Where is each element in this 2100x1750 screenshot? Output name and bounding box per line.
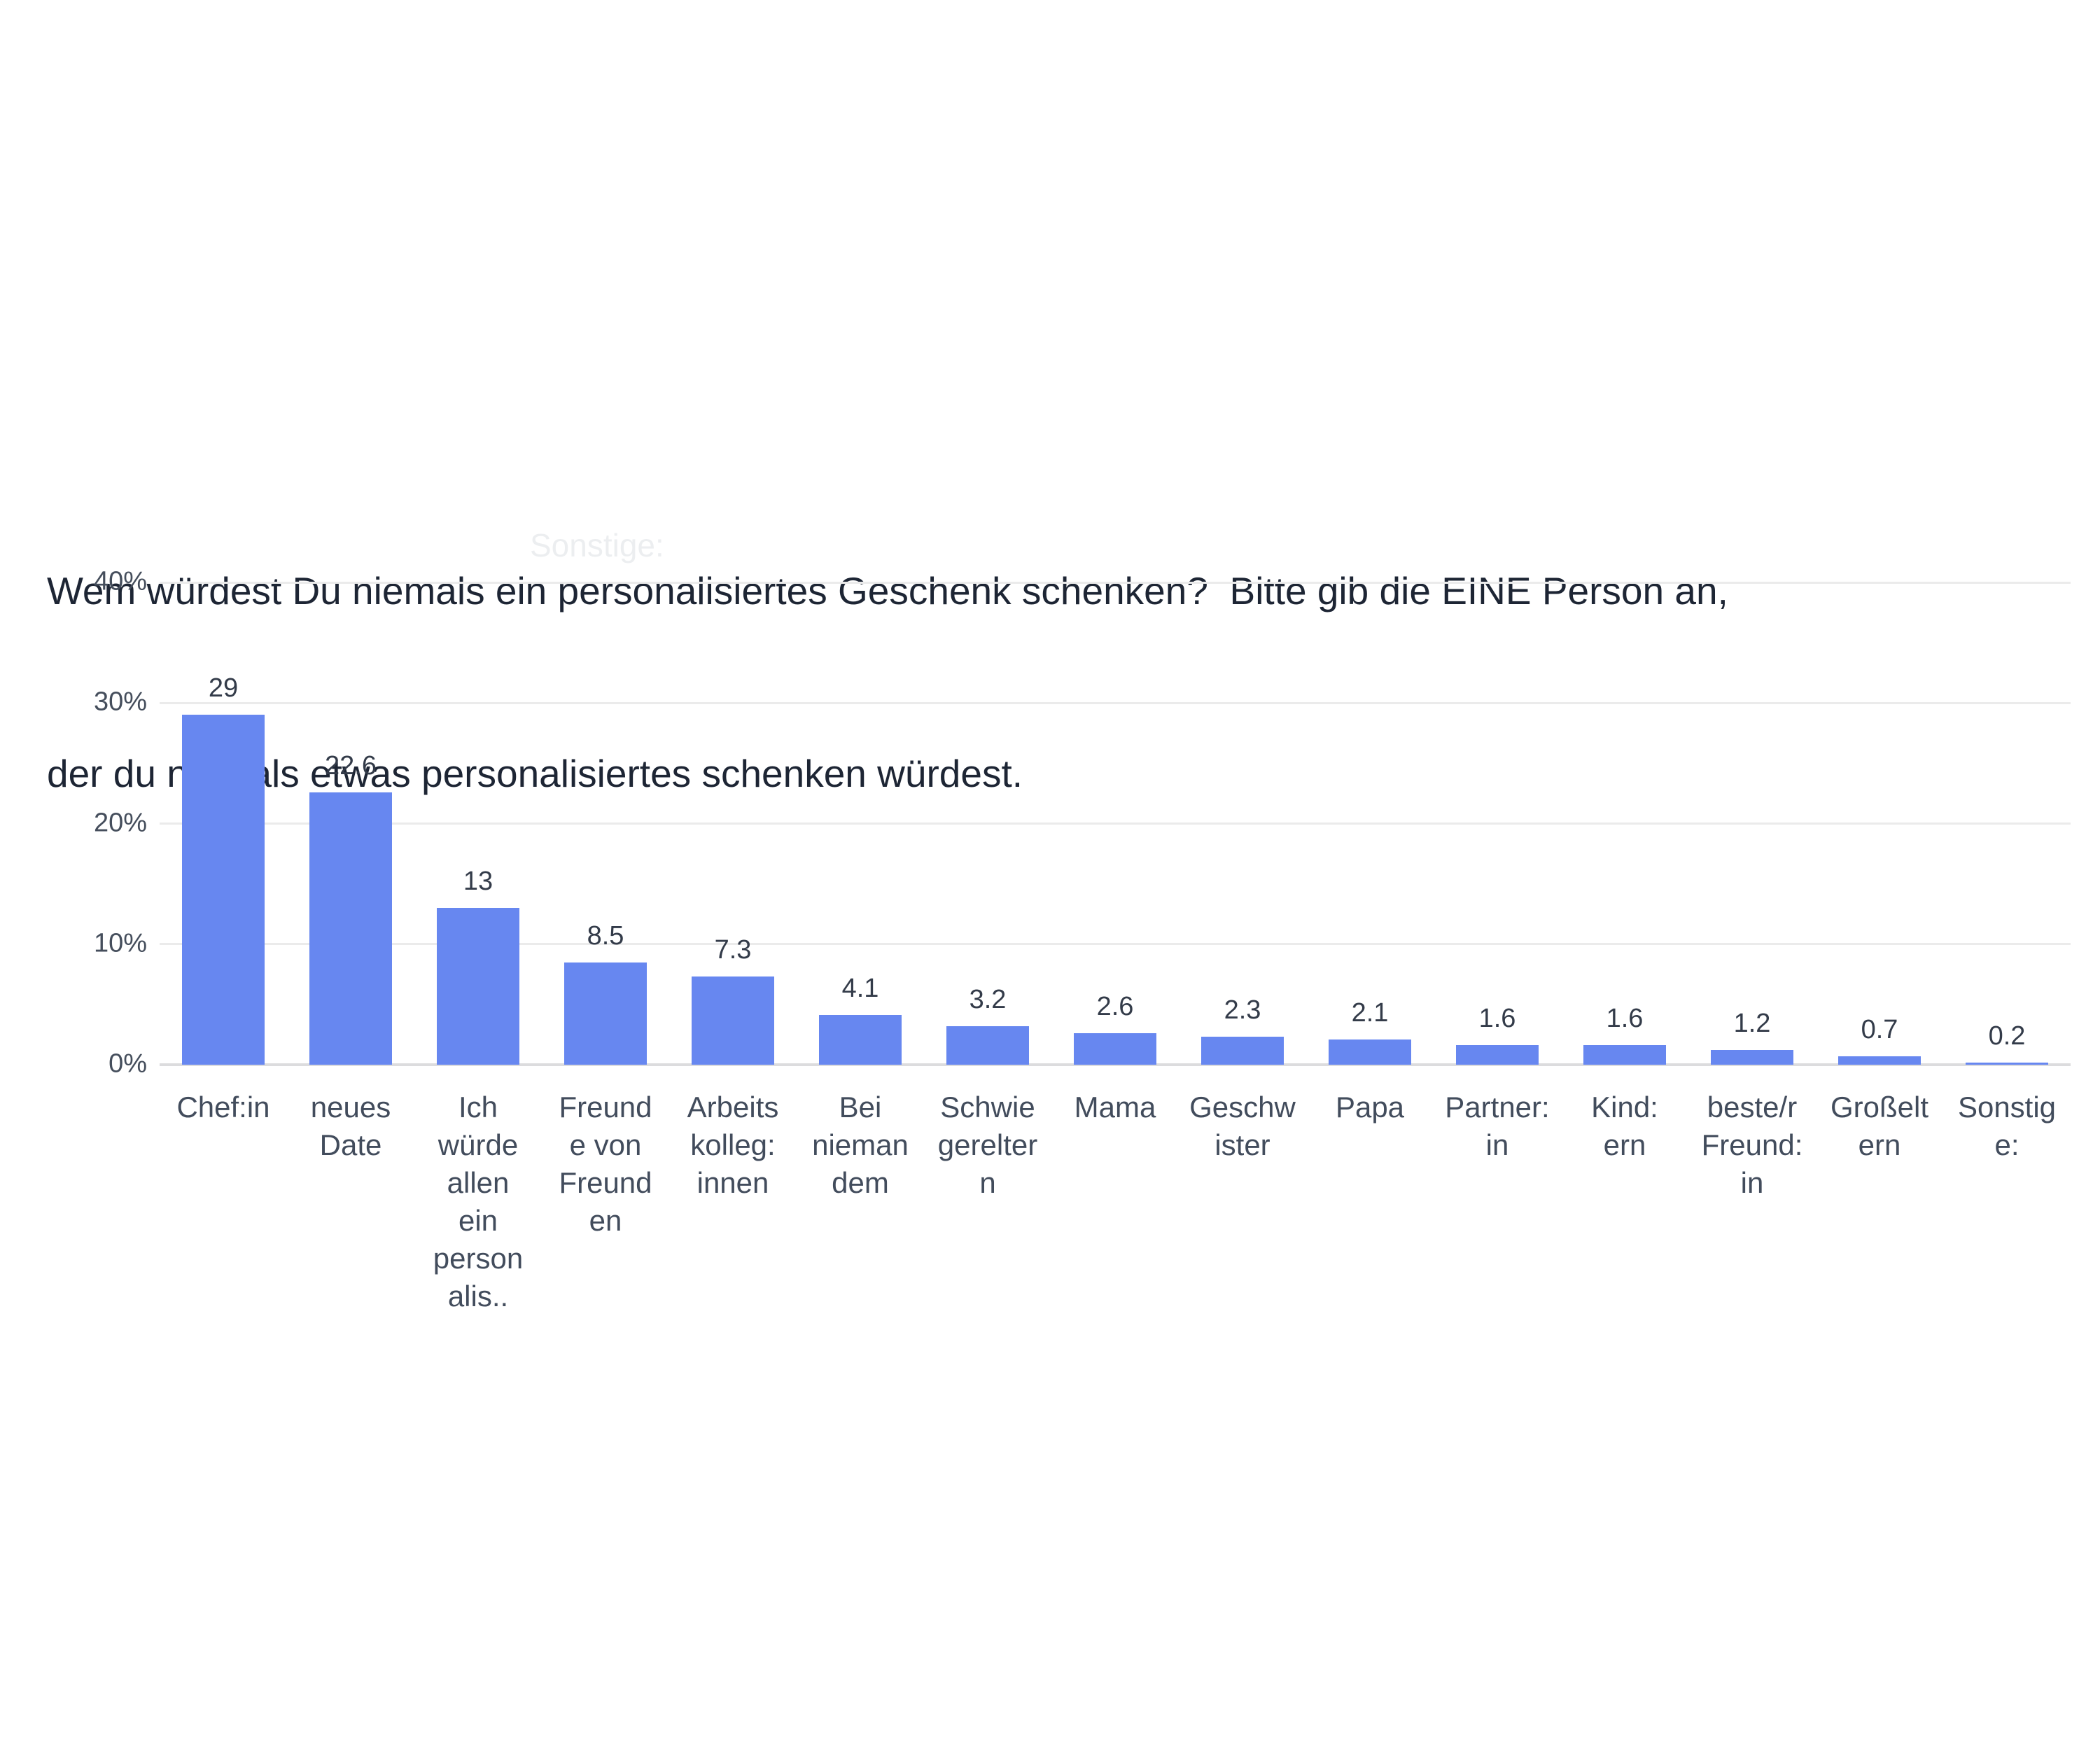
x-axis-category-label: Ich würde allen ein person alis..: [414, 1088, 542, 1315]
x-axis-category-label: neues Date: [287, 1088, 414, 1164]
bar-value-label: 2.6: [1096, 992, 1134, 1022]
bar-6[interactable]: [819, 1015, 902, 1065]
x-axis-category-label-line: in: [1740, 1166, 1764, 1199]
x-axis-category-label-line: allen: [447, 1166, 510, 1199]
bar-value-label: 2.1: [1351, 997, 1389, 1028]
gridline: [160, 701, 2071, 704]
bar-value-label: 8.5: [587, 920, 624, 951]
x-axis-category-label-line: Schwie: [940, 1091, 1035, 1124]
bar-2[interactable]: [309, 792, 392, 1065]
x-axis-category-label-line: Mama: [1074, 1091, 1156, 1124]
bar-value-label: 29: [208, 673, 239, 704]
x-axis-category-label: Kind: ern: [1561, 1088, 1688, 1164]
bar-value-label: 13: [463, 867, 493, 897]
x-axis-category-label-line: Arbeits: [687, 1091, 779, 1124]
bar-14[interactable]: [1838, 1056, 1921, 1065]
x-axis-category-label: Bei nieman dem: [797, 1088, 924, 1202]
bar-value-label: 22.6: [325, 750, 377, 780]
x-axis-category-label-line: Freund:: [1701, 1128, 1803, 1161]
bar-12[interactable]: [1583, 1045, 1666, 1065]
x-axis-category-label: Chef:in: [160, 1088, 287, 1126]
x-axis-category-label: Partner: in: [1434, 1088, 1561, 1164]
x-axis-baseline: [160, 1063, 2071, 1066]
x-axis-category-label-line: person: [433, 1242, 524, 1275]
x-axis-category-label-line: würde: [438, 1128, 519, 1161]
y-tick-label: 30%: [93, 687, 147, 717]
x-axis-category-label-line: beste/r: [1707, 1091, 1798, 1124]
chart-title: Wem würdest Du niemals ein personalisier…: [47, 439, 1867, 926]
y-tick-label: 20%: [93, 808, 147, 838]
bar-13[interactable]: [1711, 1050, 1793, 1065]
x-axis-category-label: beste/r Freund: in: [1688, 1088, 1816, 1202]
bar-10[interactable]: [1329, 1039, 1411, 1065]
x-axis-category-label-line: dem: [832, 1166, 889, 1199]
x-axis-category-label-line: Chef:in: [176, 1091, 270, 1124]
x-axis-category-label-line: Papa: [1335, 1091, 1405, 1124]
x-axis-category-label-line: Sonstig: [1957, 1091, 2057, 1124]
x-axis-category-label: Freund e von Freund en: [542, 1088, 669, 1240]
gridline: [160, 822, 2071, 825]
x-axis-category-label-line: innen: [696, 1166, 769, 1199]
bar-value-label: 0.2: [1988, 1021, 2026, 1051]
x-axis-category-label: Schwie gerelter n: [924, 1088, 1051, 1202]
x-axis-category-label-line: Bei: [839, 1091, 882, 1124]
fading-tooltip-ghost-text: Sonstige:: [530, 527, 664, 564]
x-axis-category-label-line: e von: [569, 1128, 642, 1161]
x-axis-category-label-line: alis..: [447, 1280, 509, 1312]
x-axis-category-label-line: ein: [458, 1204, 498, 1237]
bar-value-label: 3.2: [969, 984, 1007, 1014]
plot-area: 40% 30% 20% 10% 0% 29 Chef:in 22.6 neues Date 13 Ic…: [94, 567, 2071, 1312]
x-axis-category-label-line: Ich: [458, 1091, 498, 1124]
x-axis-category-label: Arbeits kolleg: innen: [669, 1088, 797, 1202]
x-axis-category-label-line: Großelt: [1830, 1091, 1929, 1124]
x-axis-category-label-line: e:: [1994, 1128, 2019, 1161]
x-axis-category-label-line: en: [589, 1204, 622, 1237]
gridline: [160, 581, 2071, 584]
x-axis-category-label-line: Partner:: [1445, 1091, 1550, 1124]
x-axis-category-label: Geschw ister: [1179, 1088, 1306, 1164]
bar-value-label: 1.2: [1733, 1009, 1771, 1039]
bar-15[interactable]: [1966, 1062, 2048, 1065]
x-axis-category-label-line: gerelter: [937, 1128, 1038, 1161]
x-axis-category-label-line: Date: [319, 1128, 382, 1161]
x-axis-category-label: Mama: [1051, 1088, 1179, 1126]
x-axis-category-label-line: Geschw: [1189, 1091, 1296, 1124]
x-axis-category-label-line: Freund: [559, 1091, 652, 1124]
bar-4[interactable]: [564, 962, 647, 1065]
chart-title-line1: Wem würdest Du niemals ein personalisier…: [47, 569, 1728, 612]
bar-value-label: 2.3: [1224, 995, 1261, 1026]
x-axis-category-label: Großelt ern: [1816, 1088, 1943, 1164]
gridline: [160, 943, 2071, 946]
x-axis-category-label-line: in: [1485, 1128, 1509, 1161]
x-axis-category-label: Papa: [1306, 1088, 1434, 1126]
x-axis-category-label-line: Freund: [559, 1166, 652, 1199]
bar-value-label: 1.6: [1478, 1004, 1516, 1034]
bar-7[interactable]: [946, 1026, 1029, 1065]
x-axis-category-label-line: neues: [310, 1091, 391, 1124]
bar-9[interactable]: [1201, 1037, 1284, 1065]
bar-8[interactable]: [1074, 1033, 1156, 1065]
y-tick-label: 0%: [108, 1049, 147, 1079]
x-axis-category-label-line: ister: [1214, 1128, 1270, 1161]
bar-value-label: 7.3: [714, 935, 752, 965]
y-tick-label: 40%: [93, 566, 147, 596]
x-axis-category-label-line: n: [979, 1166, 996, 1199]
x-axis-category-label-line: ern: [1858, 1128, 1901, 1161]
x-axis-category-label-line: nieman: [812, 1128, 909, 1161]
bar-3[interactable]: [437, 908, 519, 1065]
bar-11[interactable]: [1456, 1045, 1539, 1065]
x-axis-category-label: Sonstig e:: [1943, 1088, 2071, 1164]
bar-1[interactable]: [182, 715, 265, 1065]
x-axis-category-label-line: Kind:: [1591, 1091, 1658, 1124]
bar-value-label: 1.6: [1606, 1004, 1644, 1034]
x-axis-category-label-line: kolleg:: [690, 1128, 776, 1161]
bar-5[interactable]: [692, 976, 774, 1065]
bar-value-label: 0.7: [1861, 1014, 1898, 1044]
x-axis-category-label-line: ern: [1603, 1128, 1646, 1161]
bar-value-label: 4.1: [841, 974, 879, 1004]
y-tick-label: 10%: [93, 928, 147, 958]
